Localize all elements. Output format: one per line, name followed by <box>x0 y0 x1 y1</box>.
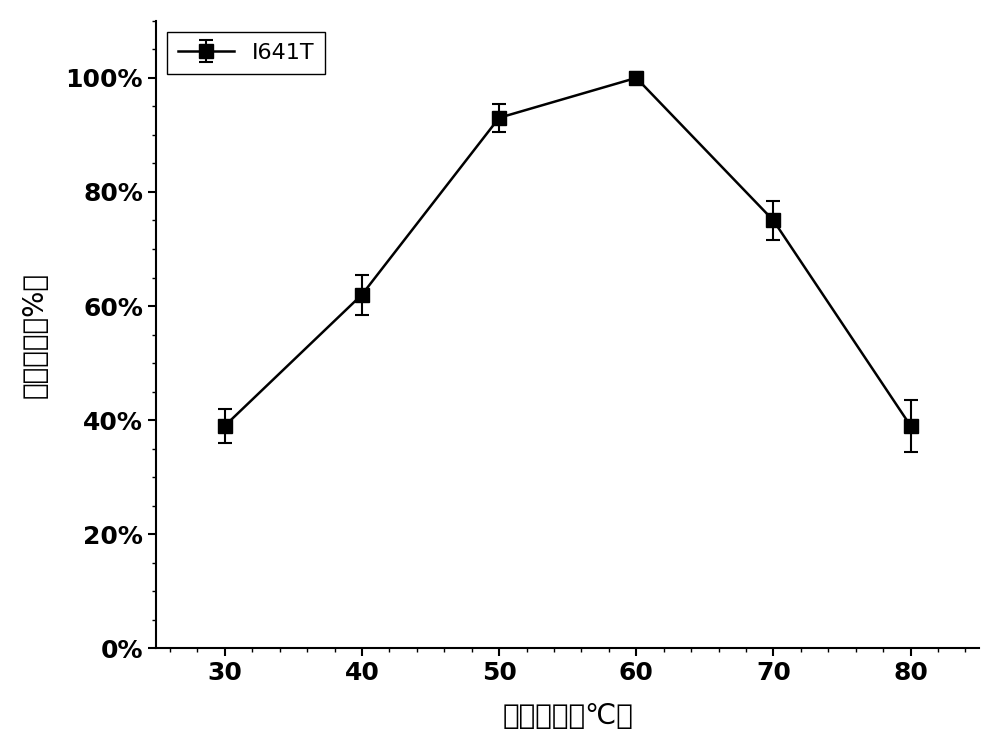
Legend: I641T: I641T <box>167 32 325 74</box>
X-axis label: 最适温度（℃）: 最适温度（℃） <box>502 702 633 730</box>
Y-axis label: 相对酶活（%）: 相对酶活（%） <box>21 272 49 397</box>
